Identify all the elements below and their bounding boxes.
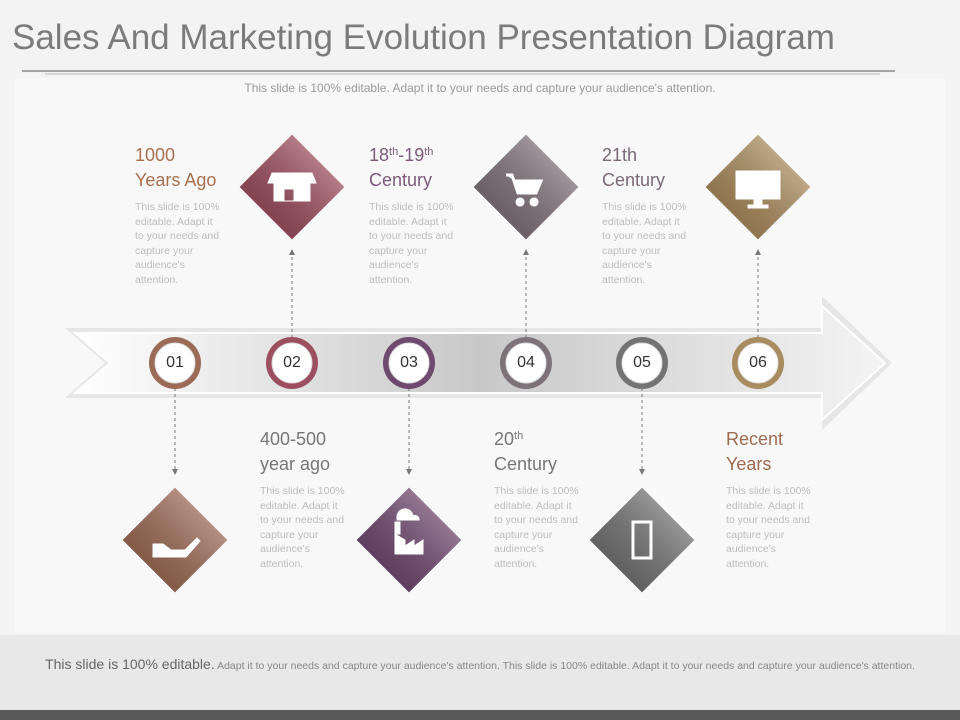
heading-line: year ago (260, 452, 330, 477)
heading-run: th (514, 430, 524, 442)
heading-line: Years Ago (135, 168, 216, 193)
heading-line: 20th (494, 427, 557, 452)
step-heading: 400-500 year ago (260, 427, 330, 477)
step-number: 02 (283, 354, 301, 371)
heading-run: 20 (494, 429, 515, 449)
icon (735, 170, 781, 209)
heading-line: 21th (602, 143, 665, 168)
footer: This slide is 100% editable. Adapt it to… (30, 657, 930, 673)
heading-run: Recent (726, 429, 784, 449)
step-heading: 1000 Years Ago (135, 143, 216, 193)
heading-line: 1000 (135, 143, 216, 168)
footer-lead: This slide is 100% editable. (45, 656, 215, 672)
title: Sales And Marketing Evolution Presentati… (12, 18, 835, 57)
icon (506, 173, 544, 207)
heading-line: Century (369, 168, 433, 193)
step-heading: 21th Century (602, 143, 665, 193)
step-body: This slide is 100% editable. Adapt it to… (135, 201, 220, 286)
subtitle: This slide is 100% editable. Adapt it to… (244, 81, 716, 95)
step-number: 05 (633, 354, 651, 371)
step-number: 06 (749, 354, 767, 371)
step-inner (621, 342, 663, 384)
diamond-shine (122, 487, 228, 593)
heading-run: Years (726, 454, 772, 474)
icon (152, 537, 201, 558)
icon (631, 520, 653, 560)
heading-run: Century (494, 454, 558, 474)
footer-text: Adapt it to your needs and capture your … (217, 660, 915, 672)
step-inner (505, 342, 547, 384)
step-heading: Recent Years (726, 427, 783, 477)
heading-run: 1000 (135, 145, 176, 165)
step-heading: 20th Century (494, 427, 557, 477)
heading-line: 18th-19th (369, 143, 433, 168)
footer-band (0, 635, 960, 710)
heading-run: Century (369, 170, 433, 190)
step-body: This slide is 100% editable. Adapt it to… (369, 201, 454, 286)
step-inner (388, 342, 430, 384)
timeline-arrow (72, 303, 887, 423)
heading-run: Century (602, 170, 666, 190)
step-number: 03 (400, 354, 418, 371)
heading-run: year ago (260, 454, 331, 474)
heading-line: Recent (726, 427, 783, 452)
step-inner (271, 342, 313, 384)
heading-line: Years (726, 452, 783, 477)
step-body: This slide is 100% editable. Adapt it to… (494, 485, 579, 570)
step-inner (154, 342, 196, 384)
heading-run: 21th (602, 145, 638, 165)
heading-line: Century (602, 168, 665, 193)
step-body: This slide is 100% editable. Adapt it to… (602, 201, 687, 286)
icon (267, 172, 317, 202)
heading-line: Century (494, 452, 557, 477)
step-number: 01 (166, 354, 184, 371)
step-number: 04 (517, 354, 535, 371)
heading-line: 400-500 (260, 427, 330, 452)
step-heading: 18th-19th Century (369, 143, 433, 193)
step-inner (737, 342, 779, 384)
heading-run: th (424, 146, 434, 158)
step-body: This slide is 100% editable. Adapt it to… (260, 485, 345, 570)
heading-run: th (389, 146, 399, 158)
step-body: This slide is 100% editable. Adapt it to… (726, 485, 811, 570)
heading-run: 400-500 (260, 429, 327, 449)
heading-run: Years Ago (135, 170, 217, 190)
heading-run: 18 (369, 145, 390, 165)
icon (394, 508, 424, 555)
bottom-bar (0, 710, 960, 720)
heading-run: -19 (398, 145, 425, 165)
